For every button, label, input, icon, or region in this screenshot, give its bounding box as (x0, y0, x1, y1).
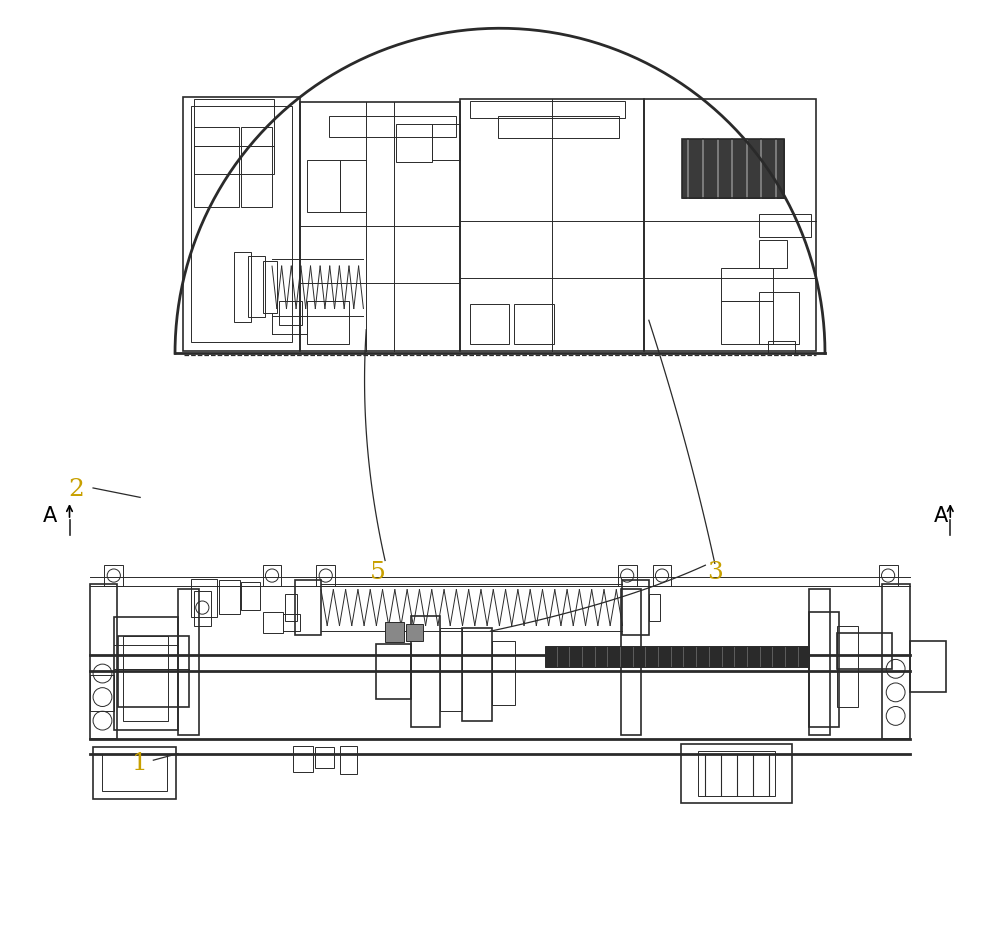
Bar (329, 116, 456, 137)
Bar (809, 612, 839, 727)
Bar (300, 102, 460, 351)
Bar (759, 214, 811, 237)
Bar (102, 754, 167, 791)
Bar (241, 127, 272, 207)
Bar (93, 747, 176, 799)
Bar (279, 301, 302, 325)
Bar (191, 579, 217, 617)
Text: A: A (43, 506, 57, 527)
Bar (649, 594, 660, 621)
Bar (376, 644, 411, 699)
Bar (234, 252, 251, 322)
Bar (316, 565, 335, 586)
Text: A: A (934, 506, 948, 527)
Bar (653, 565, 671, 586)
Bar (644, 99, 816, 351)
Bar (118, 636, 189, 706)
Bar (191, 106, 292, 342)
Bar (183, 97, 300, 351)
Bar (498, 116, 619, 138)
Bar (910, 641, 946, 692)
Bar (104, 565, 123, 586)
Bar (340, 746, 357, 774)
Bar (194, 146, 274, 174)
Bar (460, 99, 644, 351)
Text: 2: 2 (68, 479, 84, 501)
Bar (721, 268, 773, 301)
Bar (759, 240, 787, 268)
Bar (178, 589, 199, 735)
Bar (263, 612, 283, 633)
Bar (514, 304, 554, 344)
Bar (340, 160, 366, 212)
Bar (385, 622, 404, 642)
Bar (621, 589, 641, 735)
Text: 3: 3 (707, 561, 723, 584)
Bar (114, 617, 178, 730)
Bar (682, 139, 784, 198)
Bar (411, 616, 440, 727)
Bar (721, 301, 773, 344)
Bar (622, 580, 649, 635)
Bar (307, 301, 349, 344)
Bar (263, 261, 277, 313)
Bar (759, 292, 799, 344)
Bar (462, 628, 492, 721)
Bar (315, 747, 334, 768)
Bar (283, 614, 300, 631)
Bar (698, 751, 775, 796)
Bar (432, 124, 460, 160)
Bar (837, 633, 892, 669)
Bar (295, 580, 321, 635)
Bar (123, 636, 168, 721)
Bar (545, 646, 809, 667)
Bar (618, 565, 637, 586)
Bar (219, 580, 240, 614)
Bar (248, 256, 265, 317)
Bar (396, 124, 432, 162)
Bar (194, 591, 211, 626)
Bar (879, 565, 898, 586)
Bar (90, 675, 114, 711)
Text: 1: 1 (132, 752, 148, 774)
Bar (809, 589, 830, 735)
Bar (837, 626, 858, 706)
Bar (263, 565, 281, 586)
Bar (440, 628, 462, 711)
Bar (406, 624, 423, 641)
Bar (241, 582, 260, 610)
Bar (194, 99, 274, 146)
Bar (470, 304, 509, 344)
Bar (882, 584, 910, 739)
Bar (285, 594, 297, 621)
Bar (90, 584, 117, 739)
Bar (307, 160, 340, 212)
Bar (682, 139, 784, 198)
Bar (681, 744, 792, 803)
Bar (470, 101, 625, 118)
Bar (293, 746, 313, 772)
Bar (768, 341, 795, 353)
Bar (194, 127, 239, 207)
Bar (492, 641, 515, 705)
Text: 5: 5 (370, 561, 385, 584)
